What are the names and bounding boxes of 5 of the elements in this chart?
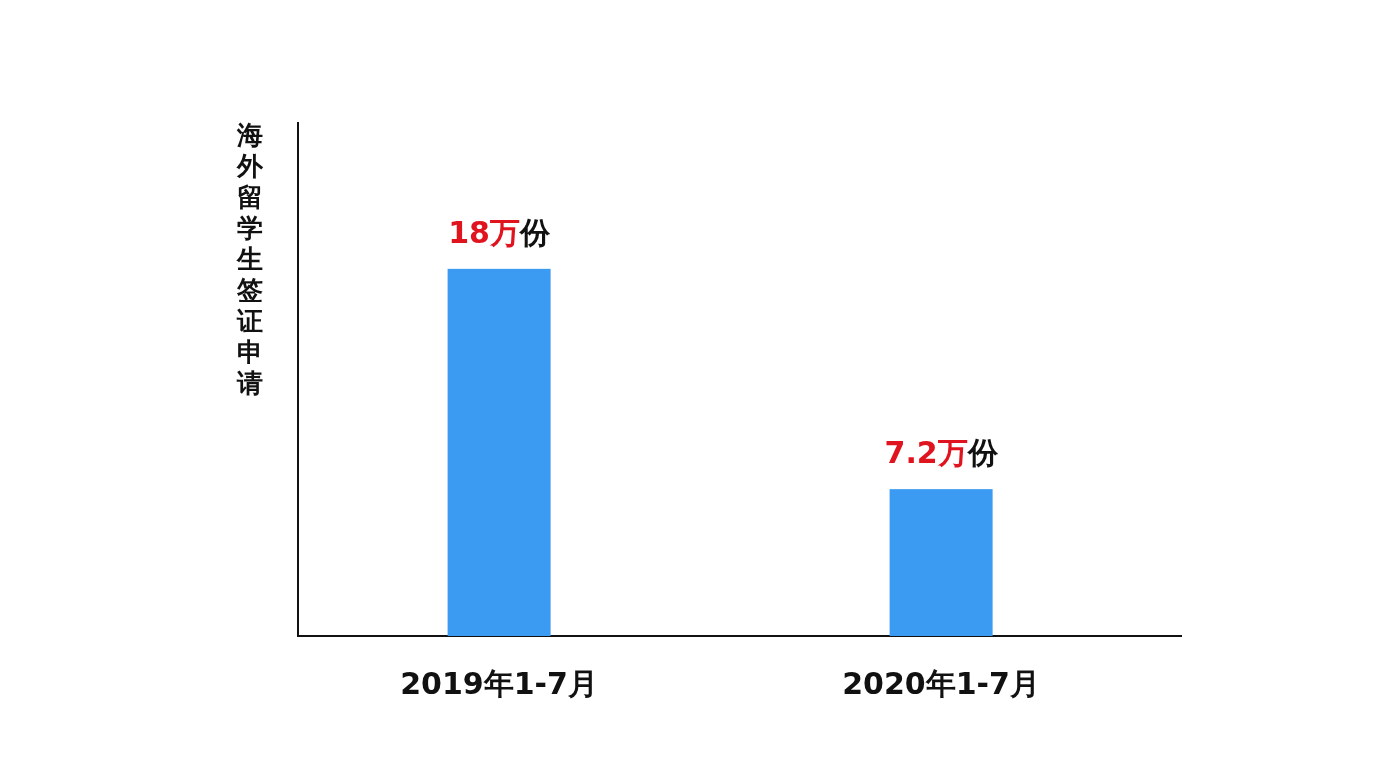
- data-label: 18万份: [448, 214, 551, 250]
- x-tick-label: 2020年1-7月: [842, 666, 1040, 701]
- x-tick-label: 2019年1-7月: [400, 666, 598, 701]
- text: 海外留学生签证申请: [237, 120, 263, 398]
- data-label: 7.2万份: [884, 435, 999, 471]
